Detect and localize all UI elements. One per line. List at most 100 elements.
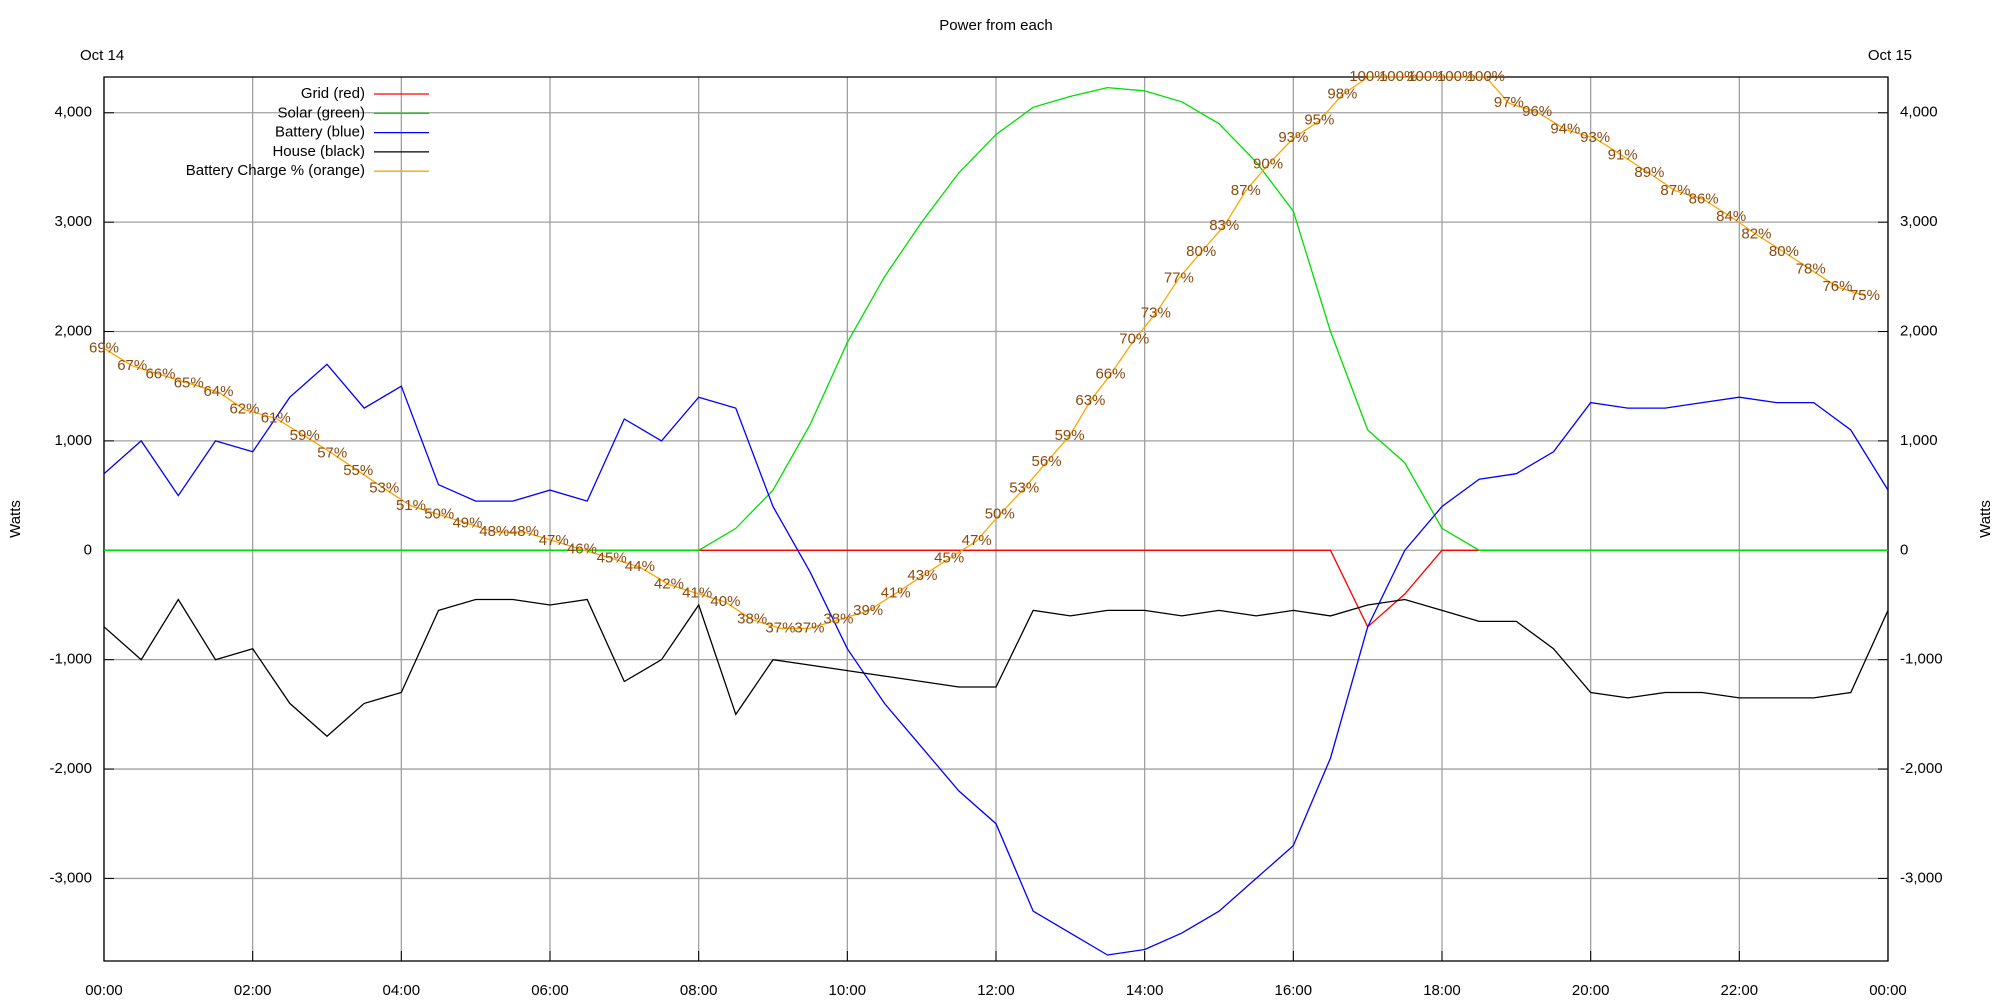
data-label: 48% [509,523,539,540]
data-label: 95% [1304,112,1334,129]
y2-tick-label: 0 [1900,541,1908,558]
y2-tick-label: 3,000 [1900,213,1938,230]
y-tick-label: 1,000 [54,432,92,449]
x-tick-label: 06:00 [531,982,569,999]
legend-label: Solar (green) [277,104,365,121]
series-line [103,363,1889,956]
data-label: 91% [1608,147,1638,164]
chart-title: Power from each [939,17,1052,34]
data-label: 77% [1164,269,1194,286]
data-label: 47% [539,532,569,549]
data-label: 93% [1580,129,1610,146]
y2-tick-label: -1,000 [1900,651,1943,668]
plot-border [103,76,1889,962]
data-label: 66% [1095,366,1125,383]
data-label: 49% [452,514,482,531]
data-label: 80% [1186,243,1216,260]
data-label: 64% [203,383,233,400]
data-label: 55% [343,462,373,479]
data-label: 45% [934,549,964,566]
data-label: 100% [1467,68,1505,85]
legend-label: Battery (blue) [275,124,365,141]
data-label: 75% [1850,287,1880,304]
y-axis-label: Watts [7,500,24,538]
data-label: 65% [174,374,204,391]
x-tick-label: 08:00 [680,982,718,999]
data-label: 45% [597,549,627,566]
data-label: 46% [567,541,597,558]
data-label: 48% [479,523,509,540]
data-label: 41% [881,584,911,601]
data-label: 100% [1437,68,1475,85]
data-label: 63% [1075,392,1105,409]
data-label: 57% [317,444,347,461]
data-label: 37% [794,619,824,636]
y-tick-label: 3,000 [54,213,92,230]
data-label: 56% [1032,453,1062,470]
data-label: 97% [1494,94,1524,111]
x-tick-label: 02:00 [234,982,272,999]
y2-tick-label: 2,000 [1900,322,1938,339]
series-line [103,598,1889,738]
x-tick-label: 20:00 [1572,982,1610,999]
x-tick-label: 14:00 [1126,982,1164,999]
legend-label: Battery Charge % (orange) [186,162,365,179]
data-label: 40% [710,593,740,610]
y-tick-label: -3,000 [49,869,92,886]
data-label: 90% [1253,155,1283,172]
data-label: 73% [1141,304,1171,321]
data-label: 89% [1634,164,1664,181]
data-label: 70% [1119,331,1149,348]
data-label: 76% [1822,278,1852,295]
x-tick-label: 22:00 [1721,982,1759,999]
x-tick-label: 10:00 [829,982,867,999]
y2-axis-label: Watts [1977,500,1994,538]
x-tick-label: 00:00 [85,982,123,999]
x-tick-label: 16:00 [1275,982,1313,999]
data-label: 50% [985,506,1015,523]
data-label: 94% [1550,120,1580,137]
x-tick-label: 12:00 [977,982,1015,999]
data-label: 53% [369,479,399,496]
data-label: 53% [1009,479,1039,496]
data-label: 43% [907,567,937,584]
y-tick-label: 0 [84,541,92,558]
data-label: 37% [765,619,795,636]
data-label: 50% [424,506,454,523]
data-label: 47% [962,532,992,549]
data-label: 38% [737,611,767,628]
data-label: 69% [89,339,119,356]
y2-tick-label: -2,000 [1900,760,1943,777]
data-label: 80% [1769,243,1799,260]
data-label: 67% [117,357,147,374]
data-label: 78% [1796,261,1826,278]
x-tick-label: 00:00 [1869,982,1907,999]
data-label: 42% [654,576,684,593]
data-label: 66% [145,366,175,383]
y-tick-label: -1,000 [49,651,92,668]
y2-tick-label: -3,000 [1900,869,1943,886]
data-label: 62% [229,401,259,418]
data-label: 41% [682,584,712,601]
legend-label: Grid (red) [301,85,365,102]
start-date: Oct 14 [80,47,124,64]
data-label: 59% [290,427,320,444]
data-label: 100% [1379,68,1417,85]
data-label: 96% [1522,103,1552,120]
legend-label: House (black) [272,143,365,160]
y2-tick-label: 4,000 [1900,104,1938,121]
y2-tick-label: 1,000 [1900,432,1938,449]
data-label: 38% [823,611,853,628]
y-tick-label: -2,000 [49,760,92,777]
data-label: 87% [1231,182,1261,199]
data-label: 82% [1741,226,1771,243]
x-tick-label: 18:00 [1423,982,1461,999]
data-label: 44% [625,558,655,575]
data-label: 61% [261,409,291,426]
data-label: 51% [396,497,426,514]
y-tick-label: 2,000 [54,322,92,339]
data-label: 84% [1716,208,1746,225]
data-label: 93% [1278,129,1308,146]
data-label: 87% [1660,182,1690,199]
